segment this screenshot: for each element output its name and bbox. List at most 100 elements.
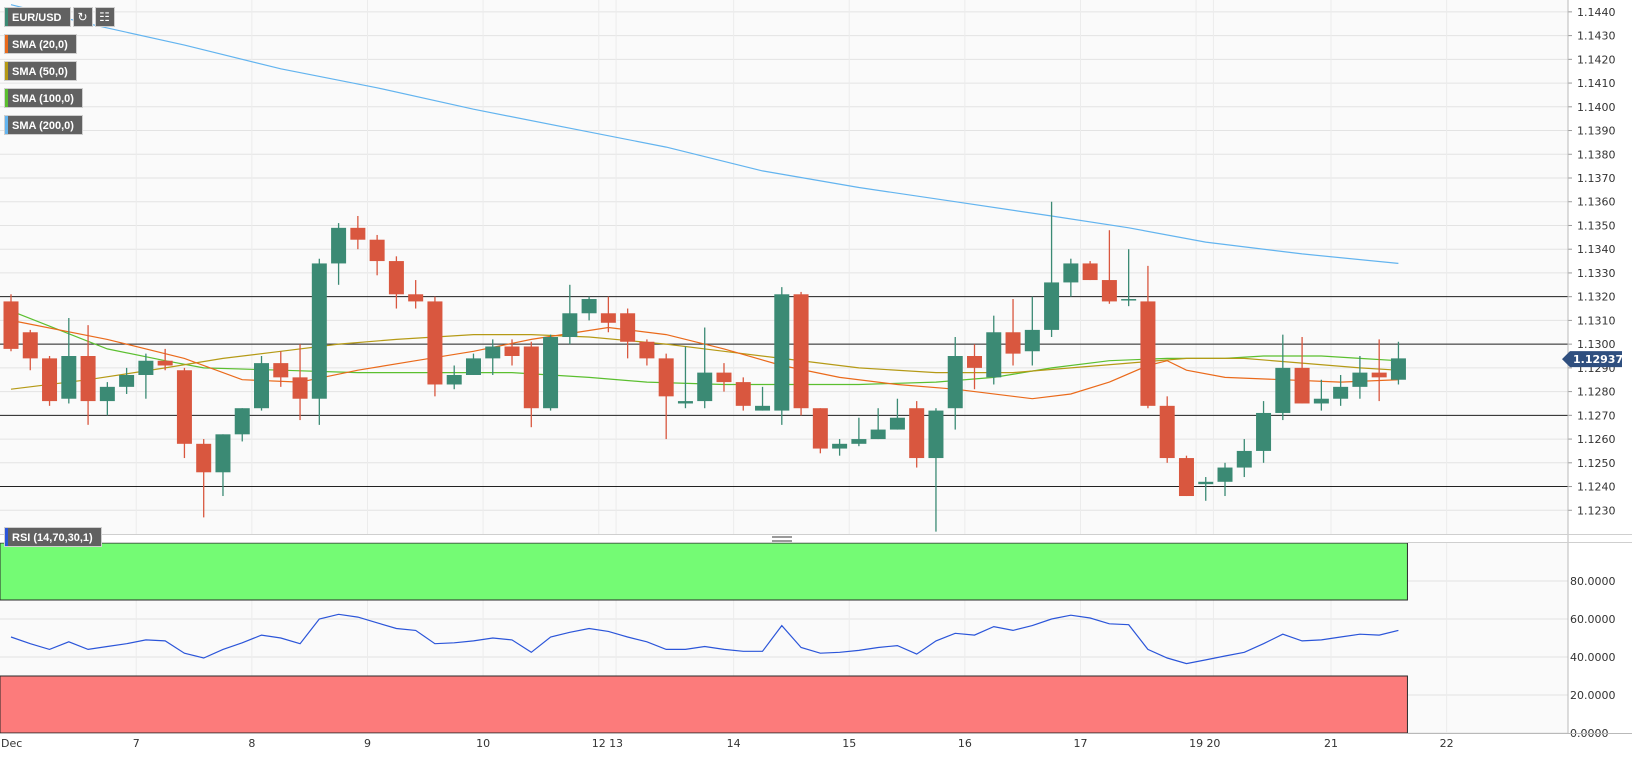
candle-body xyxy=(909,408,925,459)
candle-down xyxy=(1082,261,1098,281)
candle-body xyxy=(1294,367,1310,404)
candle-body xyxy=(851,439,867,444)
time-tick-label: 19 xyxy=(1189,737,1203,750)
candle-body xyxy=(1024,329,1040,352)
candle-down xyxy=(1371,339,1387,402)
candle-down xyxy=(388,256,404,309)
candle-body xyxy=(176,370,192,444)
price-tick-label: 1.1400 xyxy=(1577,101,1616,114)
symbol-toolbar: EUR/USD ↻ ☷ xyxy=(4,7,115,27)
sma-200-label: SMA (200,0) xyxy=(12,120,74,132)
candle-body xyxy=(735,382,751,406)
candle-up xyxy=(1024,296,1040,366)
candle-up xyxy=(234,408,250,442)
candle-down xyxy=(369,234,385,276)
candle-body xyxy=(61,356,77,399)
time-tick-label: 16 xyxy=(958,737,972,750)
sma-20-label: SMA (20,0) xyxy=(12,39,68,51)
candle-up xyxy=(215,434,231,497)
pane-splitter-handle[interactable] xyxy=(772,536,792,542)
candle-up xyxy=(1217,462,1233,497)
candle-down xyxy=(196,439,212,518)
time-tick-label: 15 xyxy=(842,737,856,750)
price-tick-label: 1.1280 xyxy=(1577,386,1616,399)
candle-body xyxy=(119,374,135,387)
candle-up xyxy=(311,258,327,425)
candle-body xyxy=(273,363,289,378)
candle-down xyxy=(273,351,289,387)
candle-body xyxy=(408,294,424,302)
sma-200-swatch xyxy=(5,116,8,134)
candle-down xyxy=(639,339,655,366)
candle-down xyxy=(658,353,674,440)
candle-body xyxy=(465,358,481,375)
candle-up xyxy=(851,417,867,447)
candle-up xyxy=(1275,334,1291,421)
candle-down xyxy=(812,408,828,454)
candle-body xyxy=(1390,358,1406,380)
candle-up xyxy=(485,339,501,375)
candle-body xyxy=(1217,467,1233,482)
price-tick-label: 1.1440 xyxy=(1577,6,1616,19)
symbol-label[interactable]: EUR/USD xyxy=(4,7,71,27)
indicator-legend-sma-50[interactable]: SMA (50,0) xyxy=(4,61,77,81)
candle-up xyxy=(947,337,963,430)
refresh-icon[interactable]: ↻ xyxy=(72,7,93,27)
price-plot-background xyxy=(0,0,1568,534)
candle-up xyxy=(1390,341,1406,385)
candle-body xyxy=(1005,332,1021,354)
candle-body xyxy=(1044,282,1060,330)
candle-down xyxy=(157,348,173,371)
candle-up xyxy=(986,315,1002,385)
candle-down xyxy=(523,341,539,428)
candle-up xyxy=(138,353,154,399)
candle-down xyxy=(1159,396,1175,463)
price-tick-label: 1.1380 xyxy=(1577,148,1616,161)
candle-body xyxy=(234,408,250,435)
candle-down xyxy=(22,329,38,371)
candle-body xyxy=(812,408,828,449)
indicator-toggle-icon[interactable]: ☷ xyxy=(94,7,115,27)
candle-body xyxy=(716,372,732,383)
candle-up xyxy=(581,296,597,321)
indicator-legend-sma-100[interactable]: SMA (100,0) xyxy=(4,88,83,108)
candle-down xyxy=(716,363,732,392)
candle-down xyxy=(793,291,809,416)
candle-body xyxy=(1140,301,1156,406)
price-tick-label: 1.1350 xyxy=(1577,219,1616,232)
rsi-tick-label: 40.0000 xyxy=(1570,651,1616,664)
sma-50-swatch xyxy=(5,62,8,80)
candle-up xyxy=(1044,201,1060,338)
indicator-legend-sma-200[interactable]: SMA (200,0) xyxy=(4,115,83,135)
sma-100-label: SMA (100,0) xyxy=(12,93,74,105)
candle-body xyxy=(755,405,771,411)
time-tick-label: 20 xyxy=(1206,737,1220,750)
price-tick-label: 1.1230 xyxy=(1577,504,1616,517)
candle-down xyxy=(292,344,308,421)
rsi-legend[interactable]: RSI (14,70,30,1) xyxy=(4,527,102,547)
candle-body xyxy=(1352,372,1368,387)
time-tick-label: 10 xyxy=(476,737,490,750)
candle-body xyxy=(331,227,347,264)
candle-down xyxy=(42,356,58,406)
candle-body xyxy=(215,434,231,473)
candle-down xyxy=(1101,230,1117,304)
candle-body xyxy=(446,374,462,385)
candle-up xyxy=(254,356,270,411)
candle-up xyxy=(1256,401,1272,463)
candle-up xyxy=(1313,379,1329,411)
candle-body xyxy=(543,337,559,409)
price-tick-label: 1.1370 xyxy=(1577,172,1616,185)
rsi-label: RSI (14,70,30,1) xyxy=(12,532,93,544)
candle-body xyxy=(928,410,944,459)
price-tick-label: 1.1340 xyxy=(1577,243,1616,256)
candle-up xyxy=(1063,258,1079,297)
candle-body xyxy=(485,346,501,359)
price-badge: 1.12937 xyxy=(1562,351,1623,368)
candle-body xyxy=(504,346,520,356)
indicator-legend-sma-20[interactable]: SMA (20,0) xyxy=(4,34,77,54)
candles[interactable] xyxy=(3,201,1406,532)
candle-up xyxy=(755,386,771,411)
